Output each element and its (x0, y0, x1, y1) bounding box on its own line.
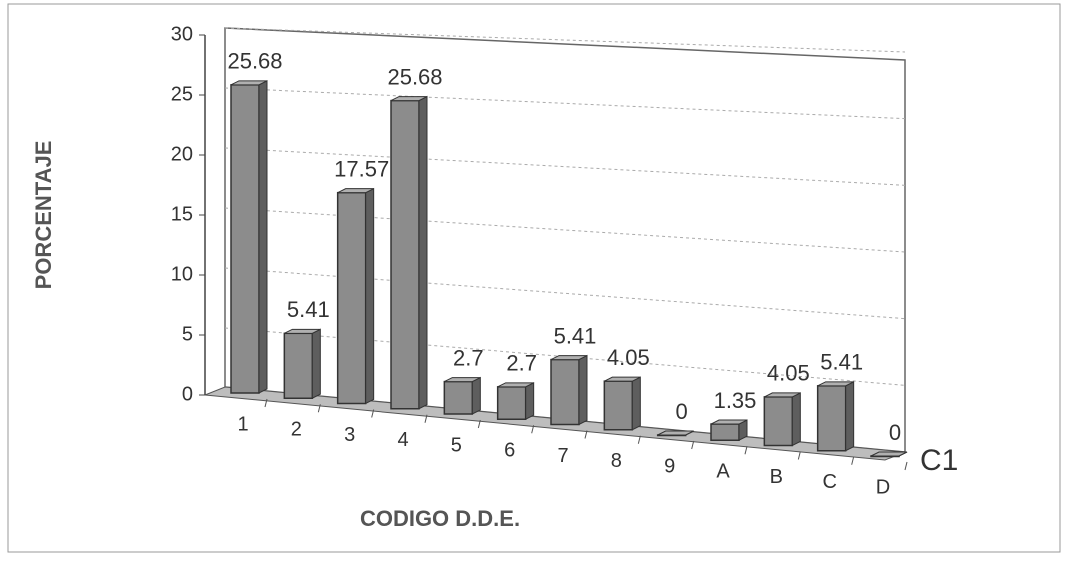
bar (870, 451, 908, 458)
bar (390, 95, 428, 410)
bar-top (657, 430, 694, 436)
value-label: 5.41 (287, 297, 330, 322)
bar-front (550, 358, 580, 426)
bar (443, 376, 481, 415)
bar (816, 381, 855, 452)
category-tick (424, 414, 428, 423)
bar-top (550, 355, 588, 361)
x-tick-label: 9 (664, 455, 675, 477)
bar-front (496, 386, 527, 421)
bar (283, 328, 321, 400)
x-tick-label: C (822, 471, 836, 493)
category-tick (851, 456, 855, 465)
value-label: 4.05 (607, 345, 650, 370)
y-tick-label: 5 (182, 323, 193, 345)
bar-front (710, 423, 740, 441)
bar-top (230, 80, 268, 86)
bar-side (525, 382, 535, 421)
bar (656, 430, 694, 437)
bar-side (471, 376, 481, 415)
bar-top (390, 96, 428, 102)
x-tick-label: 1 (237, 413, 248, 435)
y-axis-label: PORCENTAJE (31, 141, 56, 290)
legend-label: C1 (920, 444, 958, 477)
x-tick-label: 3 (344, 424, 355, 446)
bar-front (443, 380, 474, 415)
category-tick (531, 425, 535, 434)
value-label: 5.41 (554, 323, 597, 348)
bar-front (336, 191, 367, 405)
bar-top (604, 376, 641, 382)
bar-side (845, 381, 855, 452)
bar-top (444, 377, 481, 383)
bar-front (390, 99, 420, 410)
bar-top (764, 392, 801, 398)
bar (603, 376, 641, 431)
bar (230, 80, 268, 394)
y-tick-label: 25 (171, 83, 193, 105)
y-tick-label: 15 (171, 203, 193, 225)
bar-side (418, 95, 428, 410)
bar (336, 187, 375, 405)
value-label: 0 (676, 399, 688, 424)
bar-side (365, 187, 375, 405)
bar-front (816, 385, 847, 452)
category-tick (264, 398, 268, 408)
value-label: 17.57 (334, 156, 389, 181)
value-label: 2.7 (453, 345, 484, 370)
category-tick (637, 435, 641, 444)
bar (710, 419, 748, 442)
x-tick-label: 5 (451, 434, 462, 456)
value-label: 2.7 (506, 351, 537, 376)
category-tick (317, 404, 321, 413)
value-label: 25.68 (227, 49, 282, 74)
x-tick-label: 6 (504, 440, 515, 462)
x-tick-label: 4 (397, 429, 408, 451)
bar-top (870, 451, 908, 457)
y-tick-label: 30 (171, 23, 193, 45)
x-tick-label: D (876, 476, 890, 498)
bar-side (791, 392, 801, 447)
bar-front (283, 332, 314, 399)
bar (763, 392, 801, 447)
bar (496, 382, 535, 421)
bar-front (230, 84, 260, 394)
bar-side (578, 354, 588, 426)
bar-side (311, 328, 321, 400)
y-tick-label: 10 (171, 263, 193, 285)
category-tick (904, 461, 908, 471)
y-tick-label: 0 (182, 383, 193, 405)
x-tick-label: 7 (557, 445, 568, 467)
value-label: 5.41 (820, 350, 863, 375)
bar-front (763, 396, 794, 447)
bar-front (603, 380, 634, 431)
category-tick (797, 451, 801, 460)
bar-top (497, 382, 534, 388)
bar-top (284, 328, 321, 334)
category-tick (371, 409, 375, 418)
category-tick (584, 430, 588, 439)
value-label: 0 (889, 420, 901, 445)
value-label: 4.05 (767, 361, 810, 386)
category-tick (691, 440, 695, 450)
category-tick (744, 446, 748, 455)
x-tick-label: 8 (611, 450, 622, 472)
bar-top (337, 188, 374, 194)
value-label: 25.68 (387, 64, 442, 89)
x-tick-label: B (770, 466, 783, 488)
value-label: 1.35 (714, 388, 757, 413)
bar-side (258, 80, 268, 394)
x-tick-label: A (716, 461, 730, 483)
y-tick-label: 20 (171, 143, 193, 165)
bar-side (631, 376, 641, 431)
bar-top (817, 381, 854, 387)
category-tick (477, 419, 481, 429)
x-tick-label: 2 (291, 419, 302, 441)
bar (550, 354, 588, 426)
x-axis-label: CODIGO D.D.E. (360, 506, 520, 531)
chart-frame (7, 3, 1061, 553)
bar-top (710, 419, 748, 425)
